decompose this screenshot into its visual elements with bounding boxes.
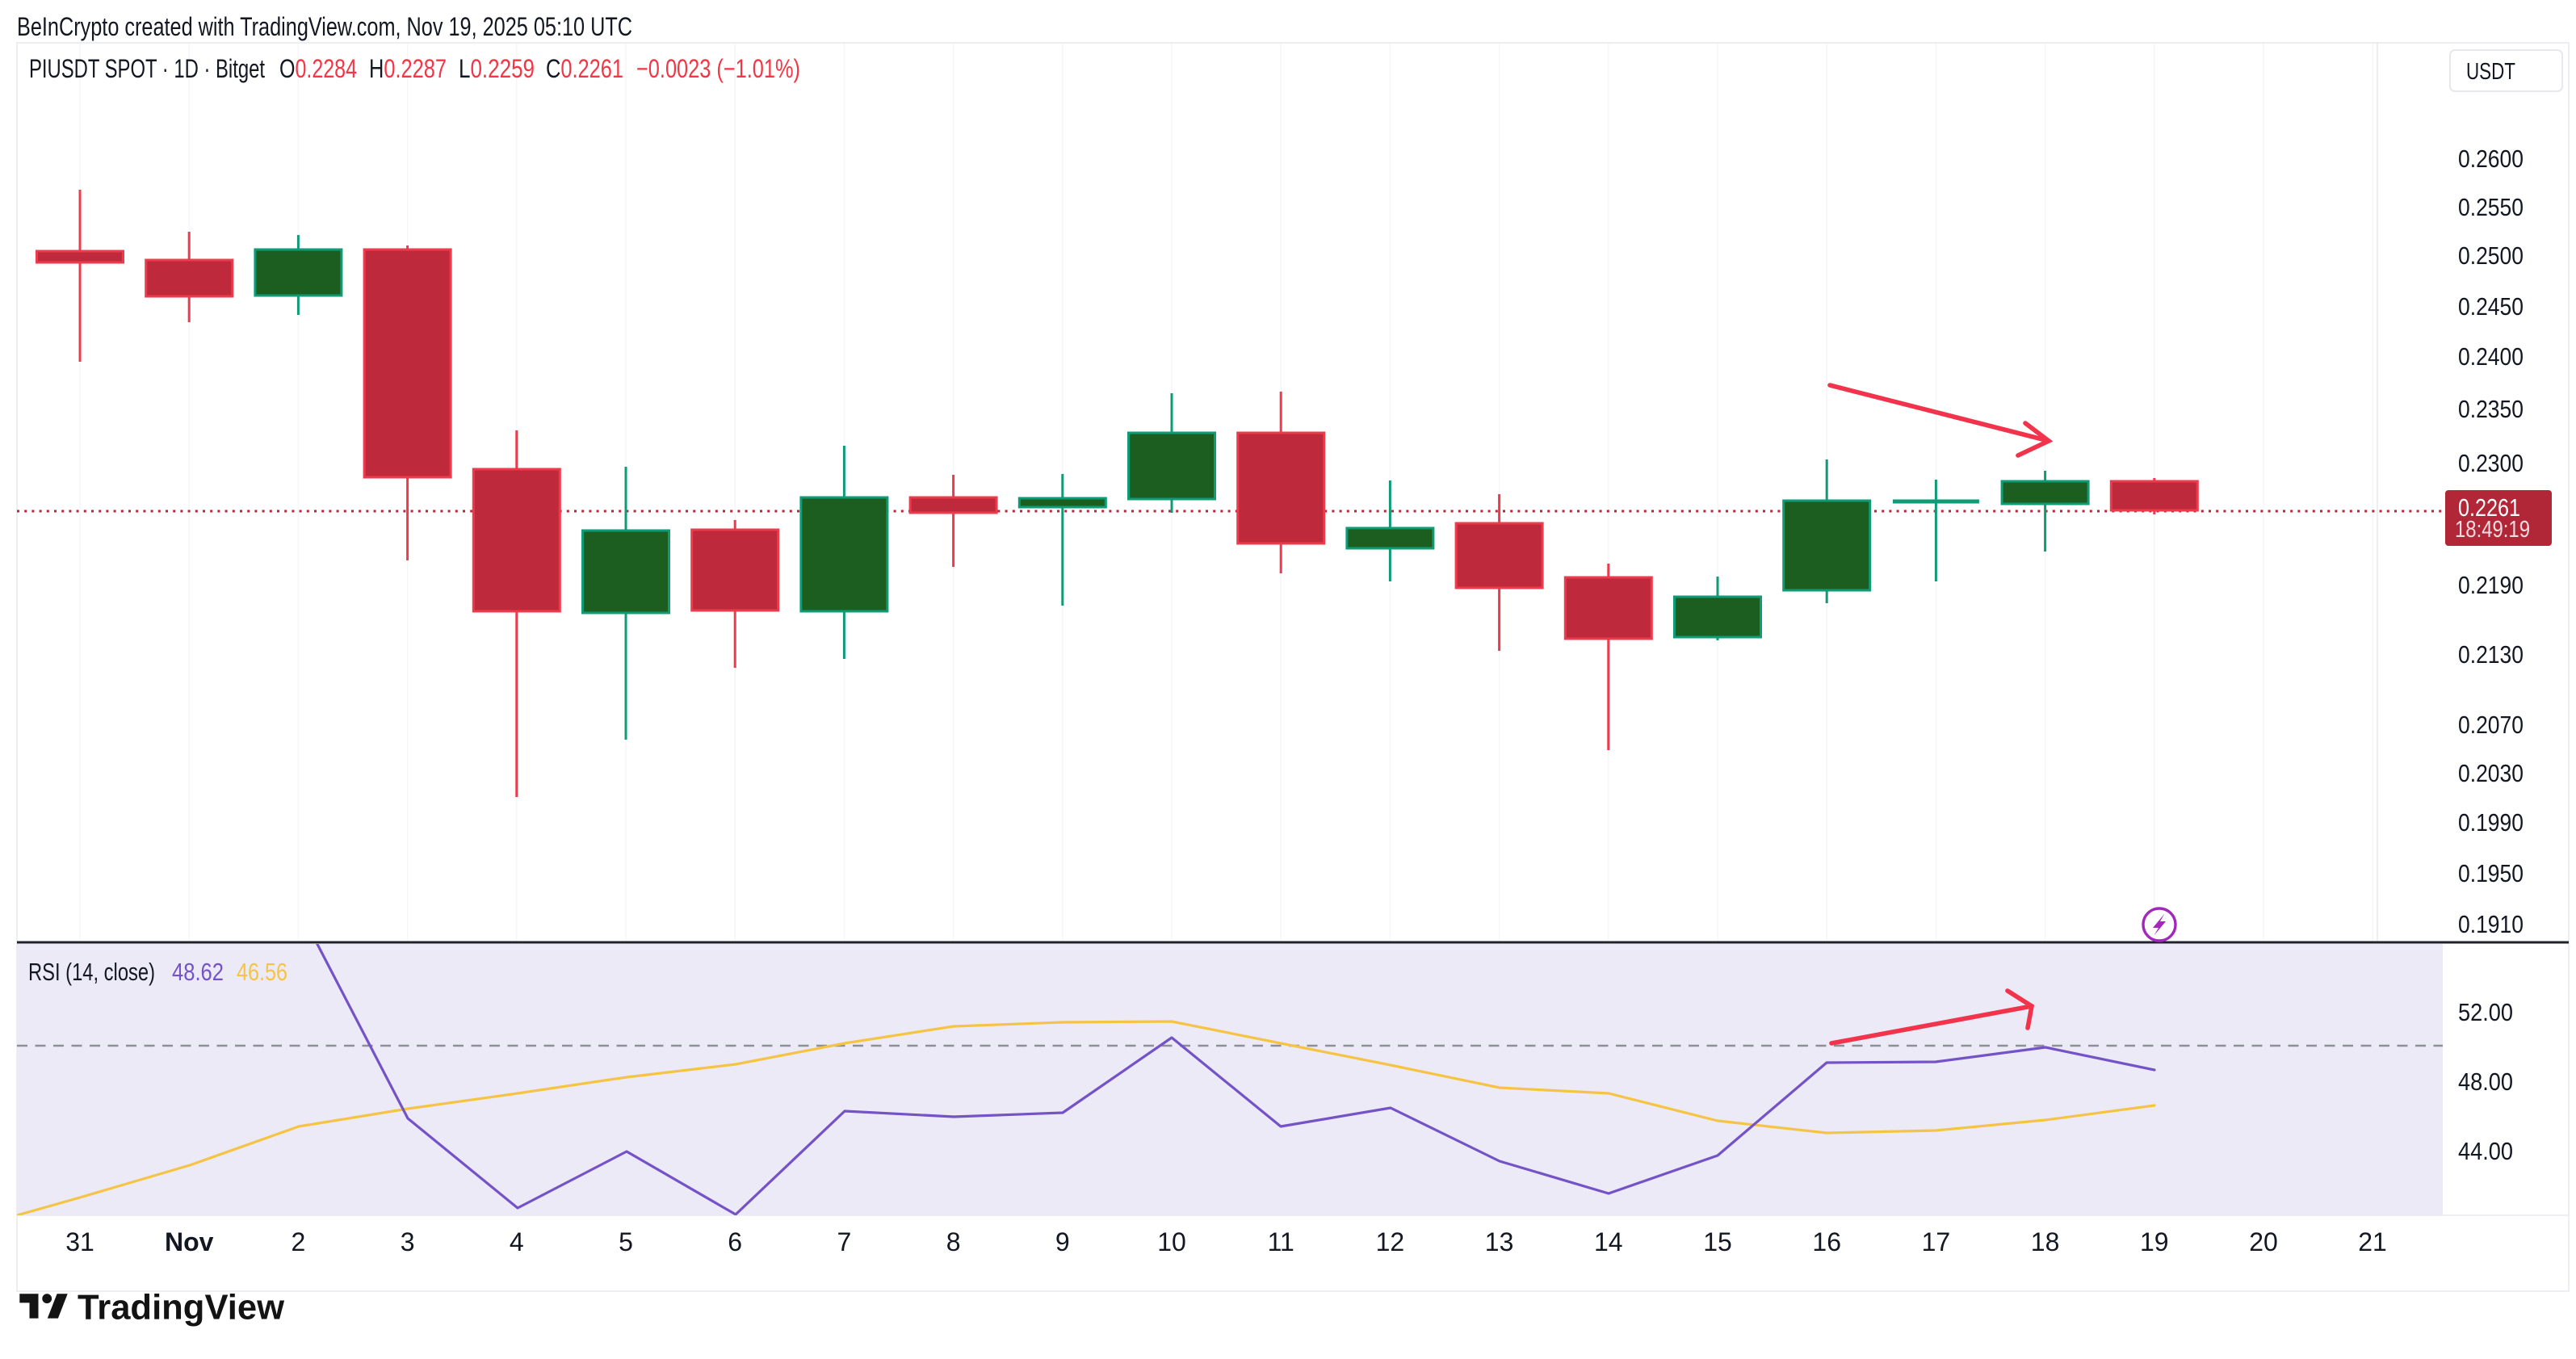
svg-text:31: 31 bbox=[65, 1227, 94, 1256]
svg-text:RSI (14, close): RSI (14, close) bbox=[28, 958, 155, 986]
svg-text:18: 18 bbox=[2031, 1227, 2060, 1256]
svg-text:0.2600: 0.2600 bbox=[2458, 145, 2524, 173]
svg-text:14: 14 bbox=[1594, 1227, 1623, 1256]
svg-text:0.2400: 0.2400 bbox=[2458, 342, 2524, 371]
svg-text:48.00: 48.00 bbox=[2458, 1067, 2513, 1096]
svg-text:0.2261: 0.2261 bbox=[2458, 493, 2520, 522]
svg-text:0.2190: 0.2190 bbox=[2458, 571, 2524, 599]
svg-text:4: 4 bbox=[510, 1227, 524, 1256]
svg-text:H0.2287: H0.2287 bbox=[369, 54, 447, 83]
svg-text:20: 20 bbox=[2249, 1227, 2278, 1256]
svg-text:9: 9 bbox=[1055, 1227, 1070, 1256]
svg-text:21: 21 bbox=[2358, 1227, 2387, 1256]
svg-text:0.2070: 0.2070 bbox=[2458, 711, 2524, 739]
svg-text:BeInCrypto created with Tradin: BeInCrypto created with TradingView.com,… bbox=[17, 12, 632, 41]
svg-text:13: 13 bbox=[1485, 1227, 1514, 1256]
svg-text:8: 8 bbox=[946, 1227, 961, 1256]
svg-text:0.1950: 0.1950 bbox=[2458, 859, 2524, 887]
svg-text:16: 16 bbox=[1812, 1227, 1841, 1256]
svg-text:0.2550: 0.2550 bbox=[2458, 193, 2524, 221]
svg-text:18:49:19: 18:49:19 bbox=[2455, 517, 2530, 543]
svg-text:0.2300: 0.2300 bbox=[2458, 449, 2524, 477]
svg-text:0.2130: 0.2130 bbox=[2458, 640, 2524, 669]
svg-text:11: 11 bbox=[1268, 1227, 1294, 1256]
svg-text:−0.0023 (−1.01%): −0.0023 (−1.01%) bbox=[636, 54, 800, 83]
svg-text:C0.2261: C0.2261 bbox=[546, 54, 623, 83]
svg-text:0.2350: 0.2350 bbox=[2458, 395, 2524, 423]
svg-text:6: 6 bbox=[728, 1227, 742, 1256]
svg-text:15: 15 bbox=[1703, 1227, 1732, 1256]
svg-text:48.62: 48.62 bbox=[172, 958, 224, 986]
svg-text:44.00: 44.00 bbox=[2458, 1137, 2513, 1165]
svg-text:0.2450: 0.2450 bbox=[2458, 292, 2524, 321]
svg-text:5: 5 bbox=[619, 1227, 633, 1256]
svg-text:0.2030: 0.2030 bbox=[2458, 759, 2524, 787]
svg-text:0.1990: 0.1990 bbox=[2458, 808, 2524, 837]
svg-text:12: 12 bbox=[1376, 1227, 1405, 1256]
svg-text:O0.2284: O0.2284 bbox=[279, 54, 357, 83]
svg-text:PIUSDT SPOT · 1D · Bitget: PIUSDT SPOT · 1D · Bitget bbox=[29, 54, 265, 83]
svg-text:19: 19 bbox=[2140, 1227, 2169, 1256]
svg-text:7: 7 bbox=[837, 1227, 852, 1256]
svg-text:L0.2259: L0.2259 bbox=[459, 54, 535, 83]
svg-text:0.2500: 0.2500 bbox=[2458, 241, 2524, 270]
svg-text:Nov: Nov bbox=[165, 1227, 214, 1256]
svg-text:TradingView: TradingView bbox=[78, 1288, 285, 1328]
svg-text:0.1910: 0.1910 bbox=[2458, 910, 2524, 938]
svg-text:52.00: 52.00 bbox=[2458, 998, 2513, 1026]
svg-text:2: 2 bbox=[292, 1227, 306, 1256]
svg-text:17: 17 bbox=[1922, 1227, 1951, 1256]
svg-text:3: 3 bbox=[401, 1227, 415, 1256]
svg-text:USDT: USDT bbox=[2466, 59, 2515, 85]
svg-text:10: 10 bbox=[1157, 1227, 1186, 1256]
svg-text:46.56: 46.56 bbox=[237, 958, 287, 986]
